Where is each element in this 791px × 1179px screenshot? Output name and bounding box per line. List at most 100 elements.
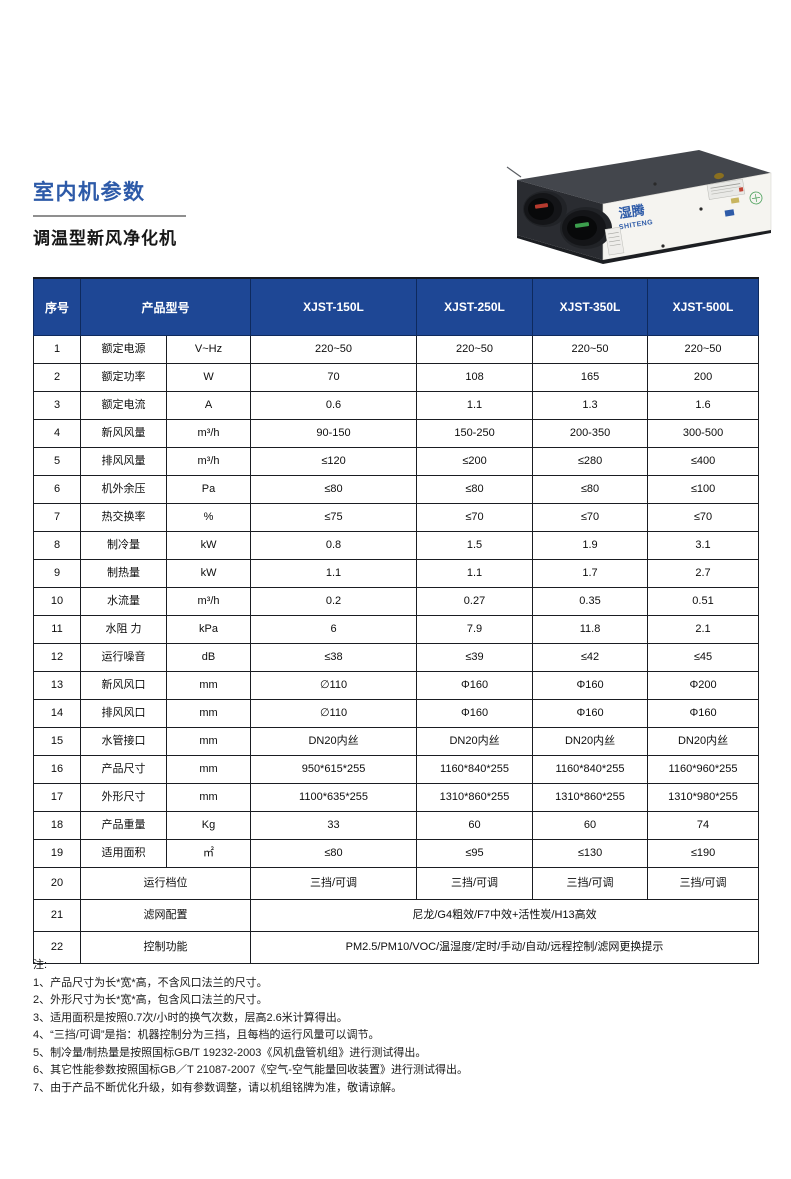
spec-value-cell: 74: [647, 811, 760, 840]
spec-table-header-row: 序号 产品型号 XJST-150L XJST-250L XJST-350L XJ…: [33, 277, 760, 336]
spec-row-11: 11 水阻 力 kPa 6 7.9 11.8 2.1: [33, 615, 760, 644]
screw: [661, 244, 665, 248]
green-port-label: [574, 222, 590, 228]
row-index-cell: 16: [33, 755, 81, 784]
spec-value-cell: Φ200: [647, 671, 760, 700]
row-index-cell: 2: [33, 363, 81, 392]
spec-value-cell: PM2.5/PM10/VOC/温湿度/定时/手动/自动/远程控制/滤网更换提示: [250, 931, 760, 964]
spec-value-cell: DN20内丝: [416, 727, 534, 756]
spec-value-cell: 11.8: [532, 615, 649, 644]
spec-value-cell: Φ160: [416, 671, 534, 700]
row-index-cell: 17: [33, 783, 81, 812]
spec-unit-cell: %: [165, 503, 252, 532]
row-index-cell: 6: [33, 475, 81, 504]
spec-value-cell: 33: [250, 811, 418, 840]
spec-value-cell: ≤39: [416, 643, 534, 672]
spec-row-13: 13 新风风口 mm ∅110 Φ160 Φ160 Φ200: [33, 671, 760, 700]
spec-value-cell: 1.1: [250, 559, 418, 588]
spec-unit-cell: ㎡: [165, 839, 252, 868]
spec-value-cell: 1160*960*255: [647, 755, 760, 784]
spec-value-cell: 950*615*255: [250, 755, 418, 784]
spec-value-cell: Φ160: [416, 699, 534, 728]
spec-name-cell: 制冷量: [80, 531, 167, 560]
spec-value-cell: 1100*635*255: [250, 783, 418, 812]
row-index-cell: 3: [33, 391, 81, 420]
col-header-model: 产品型号: [79, 277, 252, 336]
spec-name-cell: 产品重量: [80, 811, 167, 840]
col-header-xjst-150l: XJST-150L: [250, 277, 418, 336]
screw: [653, 182, 657, 186]
note-item-5: 5、制冷量/制热量是按照国标GB/T 19232-2003《风机盘管机组》进行测…: [33, 1046, 427, 1059]
spec-unit-cell: V~Hz: [165, 335, 252, 364]
spec-row-3: 3 额定电流 A 0.6 1.1 1.3 1.6: [33, 391, 760, 420]
duct-port-exhaust-air: [560, 207, 612, 249]
spec-unit-cell: A: [165, 391, 252, 420]
spec-name-cell: 排风风量: [80, 447, 167, 476]
spec-value-cell: Φ160: [532, 671, 649, 700]
spec-value-cell: ≤280: [532, 447, 649, 476]
row-index-cell: 9: [33, 559, 81, 588]
col-header-xjst-500l: XJST-500L: [647, 277, 760, 336]
spec-value-cell: 1160*840*255: [416, 755, 534, 784]
spec-value-cell: DN20内丝: [250, 727, 418, 756]
spec-value-cell: 6: [250, 615, 418, 644]
spec-name-cell: 外形尺寸: [80, 783, 167, 812]
spec-value-cell: 1310*860*255: [416, 783, 534, 812]
spec-row-1: 1 额定电源 V~Hz 220~50 220~50 220~50 220~50: [33, 335, 760, 364]
spec-value-cell: 220~50: [647, 335, 760, 364]
spec-name-cell: 适用面积: [80, 839, 167, 868]
spec-name-cell: 机外余压: [80, 475, 167, 504]
spec-value-cell: 1.6: [647, 391, 760, 420]
spec-value-cell: ≤70: [647, 503, 760, 532]
row-index-cell: 13: [33, 671, 81, 700]
spec-value-cell: ≤100: [647, 475, 760, 504]
spec-value-cell: 三挡/可调: [416, 867, 534, 900]
spec-value-cell: 1.3: [532, 391, 649, 420]
spec-value-cell: 70: [250, 363, 418, 392]
row-index-cell: 14: [33, 699, 81, 728]
row-index-cell: 12: [33, 643, 81, 672]
spec-row-22: 22 控制功能 PM2.5/PM10/VOC/温湿度/定时/手动/自动/远程控制/滤…: [33, 931, 760, 964]
side-label-sticker: [604, 226, 625, 256]
spec-value-cell: 60: [532, 811, 649, 840]
spec-value-cell: Φ160: [647, 699, 760, 728]
spec-row-8: 8 制冷量 kW 0.8 1.5 1.9 3.1: [33, 531, 760, 560]
spec-row-2: 2 额定功率 W 70 108 165 200: [33, 363, 760, 392]
spec-row-6: 6 机外余压 Pa ≤80 ≤80 ≤80 ≤100: [33, 475, 760, 504]
spec-value-cell: 220~50: [250, 335, 418, 364]
row-index-cell: 4: [33, 419, 81, 448]
spec-name-cell: 排风风口: [80, 699, 167, 728]
spec-value-cell: ≤75: [250, 503, 418, 532]
note-item-6: 6、其它性能参数按照国标GB／T 21087-2007《空气-空气能量回收装置》…: [33, 1064, 468, 1076]
spec-value-cell: ≤190: [647, 839, 760, 868]
spec-value-cell: 165: [532, 363, 649, 392]
spec-unit-cell: Pa: [165, 475, 252, 504]
spec-name-cell: 水管接口: [80, 727, 167, 756]
spec-value-cell: ≤38: [250, 643, 418, 672]
spec-name-cell: 热交换率: [80, 503, 167, 532]
note-item-1: 1、产品尺寸为长*宽*高，不含风口法兰的尺寸。: [33, 976, 268, 989]
spec-value-cell: ≤80: [416, 475, 534, 504]
spec-value-cell: 1310*860*255: [532, 783, 649, 812]
notes-label: 注:: [33, 959, 48, 971]
spec-value-cell: 200-350: [532, 419, 649, 448]
spec-name-cell: 额定电源: [80, 335, 167, 364]
spec-value-cell: 0.51: [647, 587, 760, 616]
unit-bottom-edge: [517, 230, 771, 264]
spec-name-cell: 控制功能: [79, 931, 252, 964]
spec-value-cell: 1.5: [416, 531, 534, 560]
spec-value-cell: 1.7: [532, 559, 649, 588]
note-item-7: 7、由于产品不断优化升级，如有参数调整，请以机组铭牌为准，敬请谅解。: [33, 1081, 403, 1094]
duct-port-fresh-air: [523, 191, 567, 227]
spec-name-cell: 额定功率: [80, 363, 167, 392]
col-header-xjst-350l: XJST-350L: [532, 277, 649, 336]
row-index-cell: 19: [33, 839, 81, 868]
spec-row-7: 7 热交换率% ≤75 ≤70 ≤70 ≤70: [33, 503, 760, 532]
spec-value-cell: 0.8: [250, 531, 418, 560]
product-photo: 湿腾 SHITENG: [503, 146, 778, 268]
spec-row-18: 18 产品重量 Kg 33 60 60 74: [33, 811, 760, 840]
spec-name-cell: 产品尺寸: [80, 755, 167, 784]
spec-value-cell: ≤42: [532, 643, 649, 672]
spec-value-cell: ≤70: [416, 503, 534, 532]
